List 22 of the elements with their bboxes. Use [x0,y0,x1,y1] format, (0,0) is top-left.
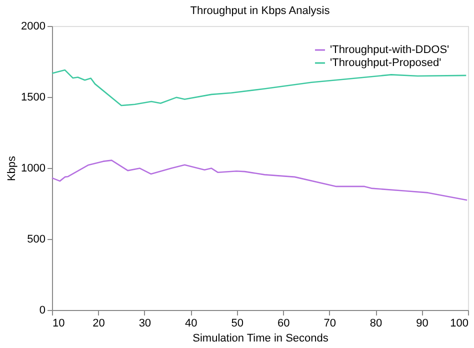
x-tick-label: 10 [52,318,65,330]
line-series [51,69,467,106]
y-tick-label: 2000 [21,20,46,32]
x-tick-label: 40 [185,318,198,330]
x-tick-label: 70 [324,318,336,330]
chart-title: Throughput in Kbps Analysis [190,5,330,17]
y-tick-label: 1500 [21,92,46,104]
line-series [51,160,468,201]
x-tick-label: 100 [450,318,468,330]
x-tick-label: 20 [92,318,105,330]
legend-label: 'Throughput-with-DDOS' [330,44,450,56]
y-tick-label: 500 [27,234,46,246]
y-tick-label: 1000 [21,162,46,174]
x-tick-label: 80 [370,318,382,330]
x-tick-label: 30 [138,318,152,330]
legend-label: 'Throughput-Proposed' [330,57,442,69]
x-tick-label: 60 [277,318,290,330]
x-axis-title: Simulation Time in Seconds [192,332,329,344]
x-tick-label: 50 [231,318,244,330]
y-tick-label: 0 [39,304,46,316]
y-axis-title: Kbps [6,155,18,182]
x-tick-label: 90 [416,318,428,330]
